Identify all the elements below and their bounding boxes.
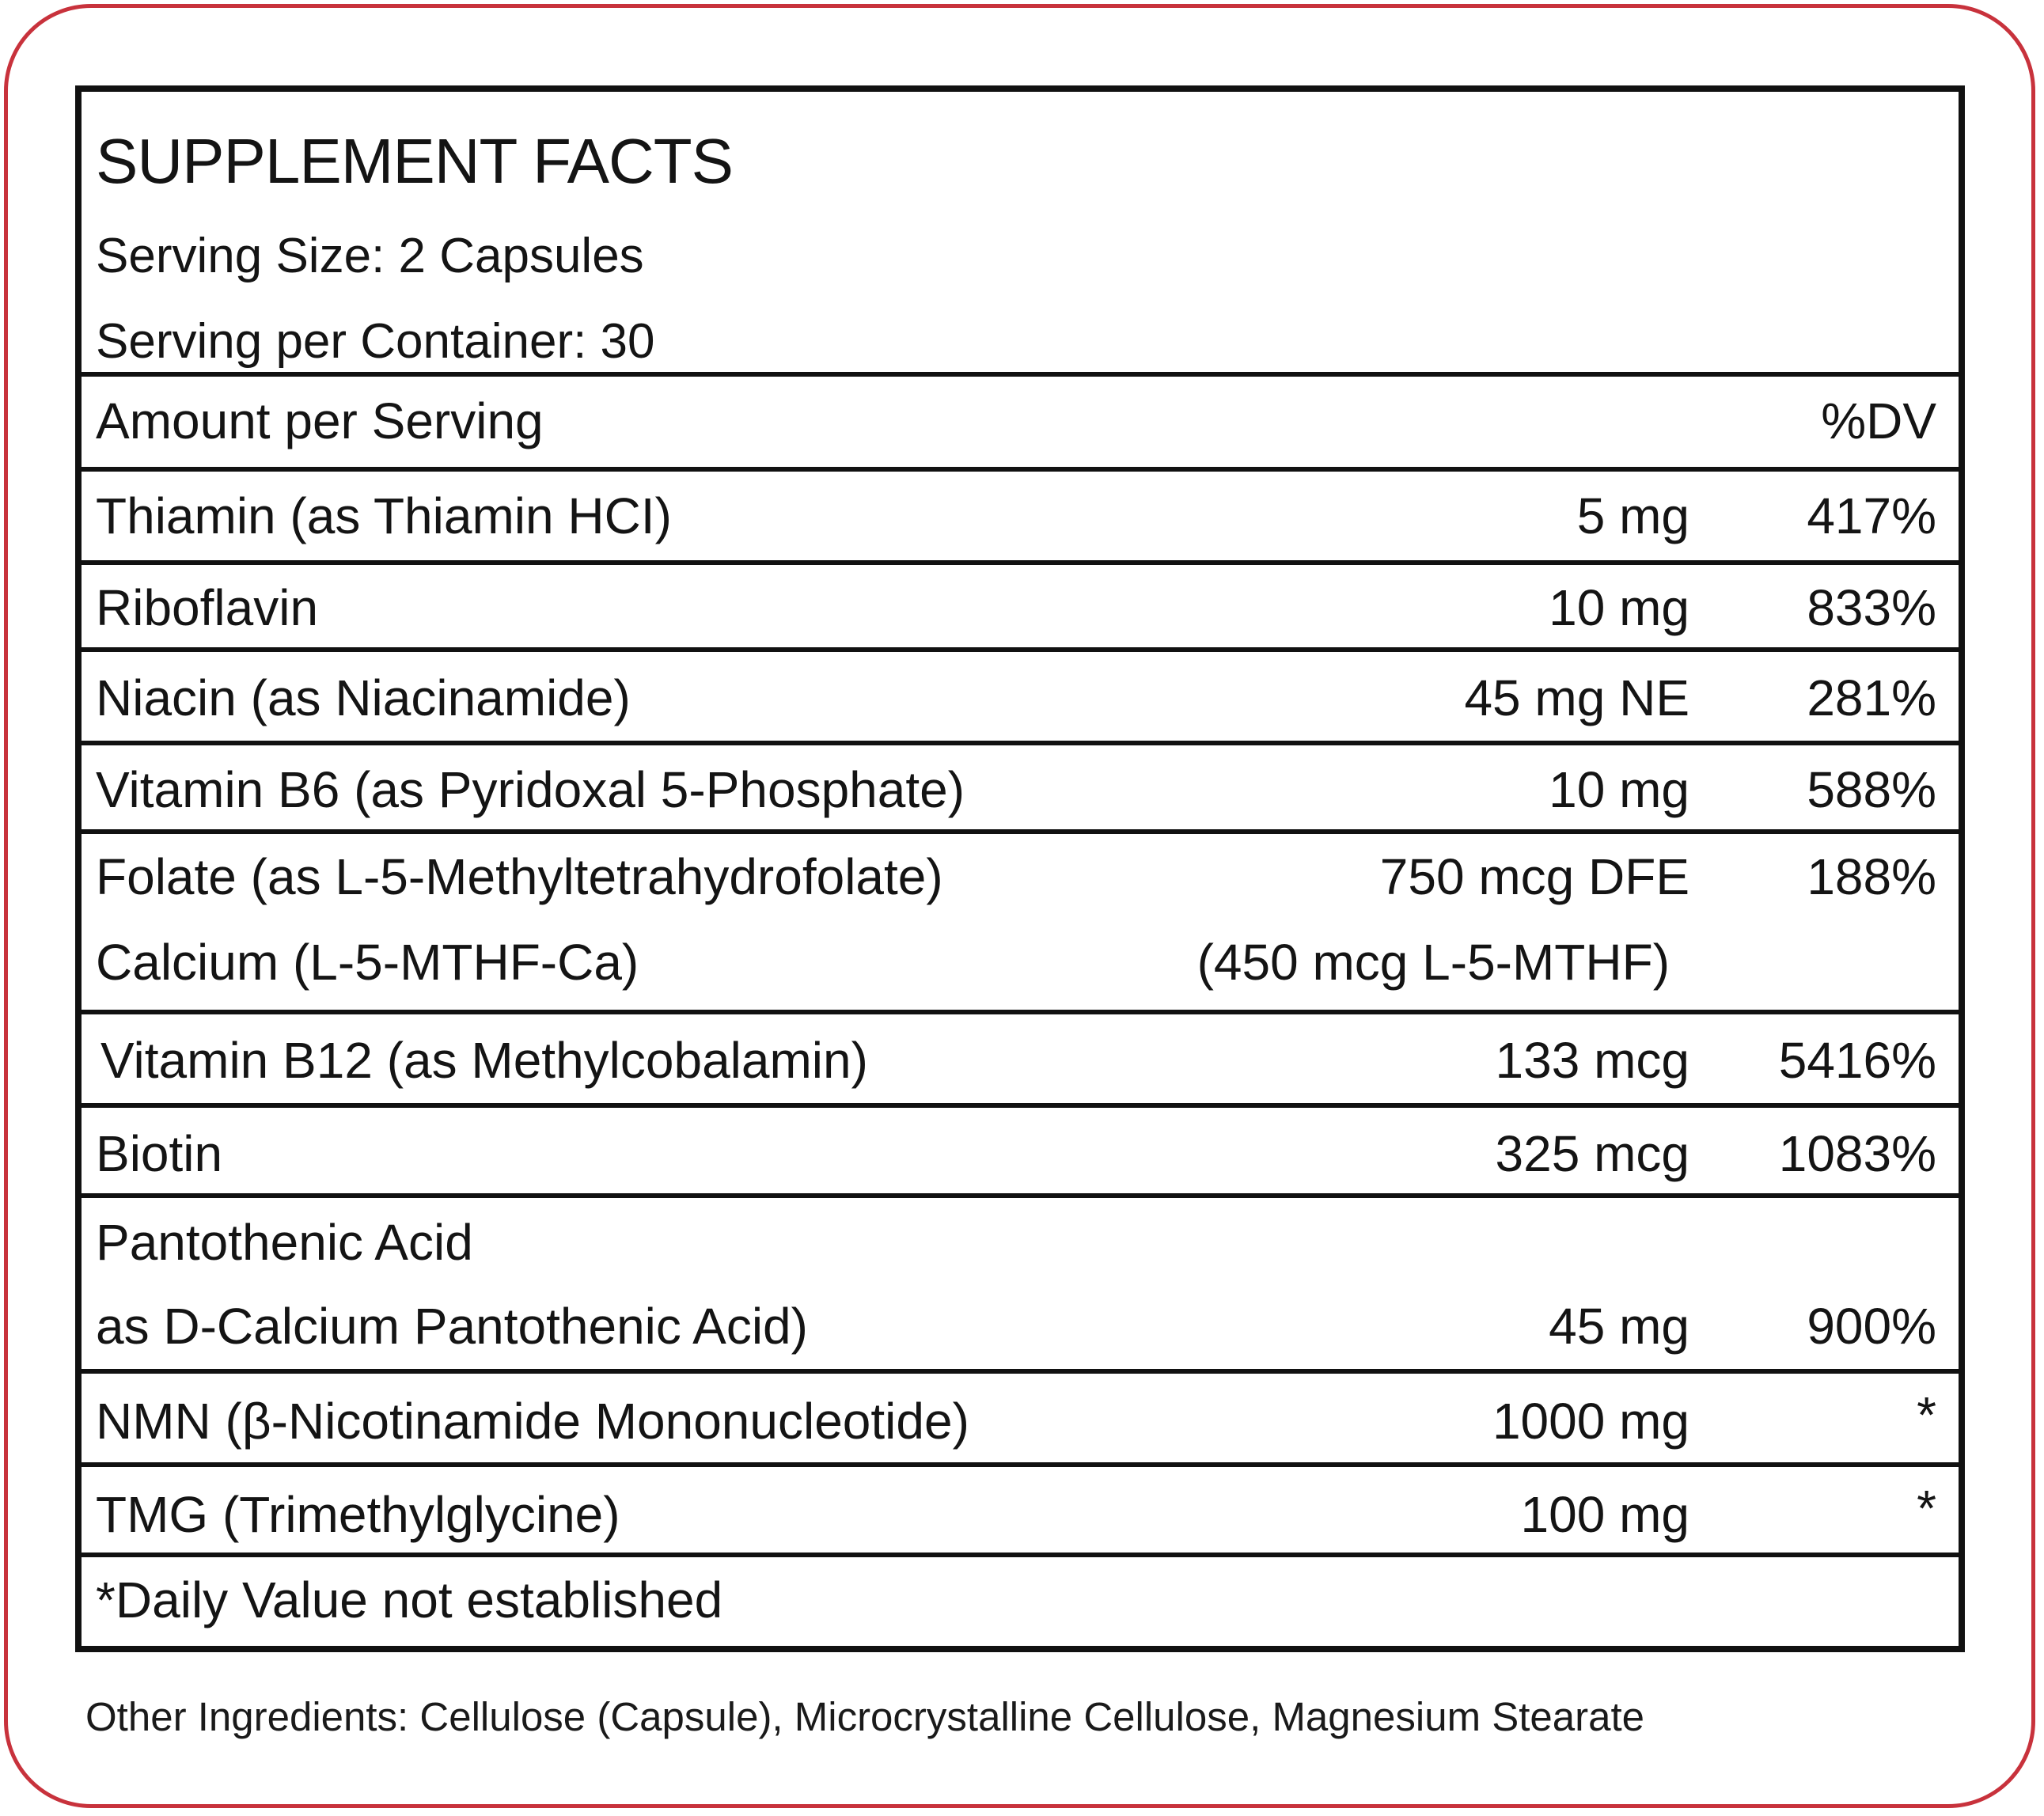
table-row: NMN (β-Nicotinamide Mononucleotide) 1000… <box>82 1374 1959 1467</box>
amount-per-serving-label: Amount per Serving <box>96 392 544 449</box>
nutrient-dv: 417% <box>1807 487 1936 544</box>
nutrient-amount: 10 mg <box>1549 761 1689 818</box>
nutrient-dv: 588% <box>1807 761 1936 818</box>
table-row: Pantothenic Acid as D-Calcium Pantotheni… <box>82 1198 1959 1374</box>
nutrient-name: Vitamin B6 (as Pyridoxal 5-Phosphate) <box>96 761 965 818</box>
table-row: Folate (as L-5-Methyltetrahydrofolate) C… <box>82 834 1959 1014</box>
nutrient-amount: 133 mcg <box>1495 1032 1689 1089</box>
nutrient-amount-line2: (450 mcg L-5-MTHF) <box>1196 934 1670 991</box>
nutrient-name: Pantothenic Acid <box>96 1214 473 1271</box>
nutrient-name-line2: Calcium (L-5-MTHF-Ca) <box>96 934 639 991</box>
nutrient-amount: 45 mg <box>1549 1298 1689 1355</box>
table-row: Thiamin (as Thiamin HCI) 5 mg 417% <box>82 472 1959 565</box>
nutrient-amount: 100 mg <box>1520 1486 1689 1543</box>
nutrient-dv: 281% <box>1807 669 1936 726</box>
nutrient-amount: 45 mg NE <box>1464 669 1689 726</box>
facts-title: SUPPLEMENT FACTS <box>96 126 734 196</box>
nutrient-name: Biotin <box>96 1125 223 1182</box>
column-header-row: Amount per Serving %DV <box>82 377 1959 472</box>
nutrient-dv: * <box>1917 1480 1936 1537</box>
nutrient-name: Thiamin (as Thiamin HCI) <box>96 487 672 544</box>
footnote: *Daily Value not established <box>96 1571 723 1628</box>
nutrient-name: Vitamin B12 (as Methylcobalamin) <box>100 1032 868 1089</box>
table-row: Vitamin B12 (as Methylcobalamin) 133 mcg… <box>82 1014 1959 1108</box>
outer-frame <box>4 4 2035 1808</box>
nutrient-amount: 10 mg <box>1549 579 1689 636</box>
nutrient-name: Niacin (as Niacinamide) <box>96 669 631 726</box>
servings-per-container: Serving per Container: 30 <box>96 314 655 369</box>
nutrient-amount: 750 mcg DFE <box>1379 848 1689 905</box>
nutrient-name-line2: as D-Calcium Pantothenic Acid) <box>96 1298 808 1355</box>
nutrient-name: Riboflavin <box>96 579 319 636</box>
table-row: Biotin 325 mcg 1083% <box>82 1108 1959 1198</box>
facts-header: SUPPLEMENT FACTS Serving Size: 2 Capsule… <box>82 92 1959 377</box>
table-row: Niacin (as Niacinamide) 45 mg NE 281% <box>82 652 1959 745</box>
footnote-row: *Daily Value not established <box>82 1557 1959 1646</box>
table-row: Vitamin B6 (as Pyridoxal 5-Phosphate) 10… <box>82 745 1959 834</box>
nutrient-dv: 5416% <box>1778 1032 1936 1089</box>
nutrient-amount: 5 mg <box>1576 487 1689 544</box>
other-ingredients: Other Ingredients: Cellulose (Capsule), … <box>85 1694 1645 1739</box>
nutrient-dv: 833% <box>1807 579 1936 636</box>
nutrient-amount: 1000 mg <box>1492 1393 1689 1450</box>
table-row: Riboflavin 10 mg 833% <box>82 565 1959 652</box>
nutrient-name: NMN (β-Nicotinamide Mononucleotide) <box>96 1393 969 1450</box>
nutrient-dv: 900% <box>1807 1298 1936 1355</box>
nutrient-dv: 1083% <box>1778 1125 1936 1182</box>
nutrient-dv: * <box>1917 1386 1936 1443</box>
nutrient-dv: 188% <box>1807 848 1936 905</box>
nutrient-amount: 325 mcg <box>1495 1125 1689 1182</box>
nutrient-name: TMG (Trimethylglycine) <box>96 1486 620 1543</box>
dv-header: %DV <box>1821 392 1936 449</box>
nutrient-name: Folate (as L-5-Methyltetrahydrofolate) <box>96 848 943 905</box>
supplement-facts-panel: SUPPLEMENT FACTS Serving Size: 2 Capsule… <box>75 85 1965 1652</box>
serving-size: Serving Size: 2 Capsules <box>96 229 644 283</box>
table-row: TMG (Trimethylglycine) 100 mg * <box>82 1467 1959 1557</box>
